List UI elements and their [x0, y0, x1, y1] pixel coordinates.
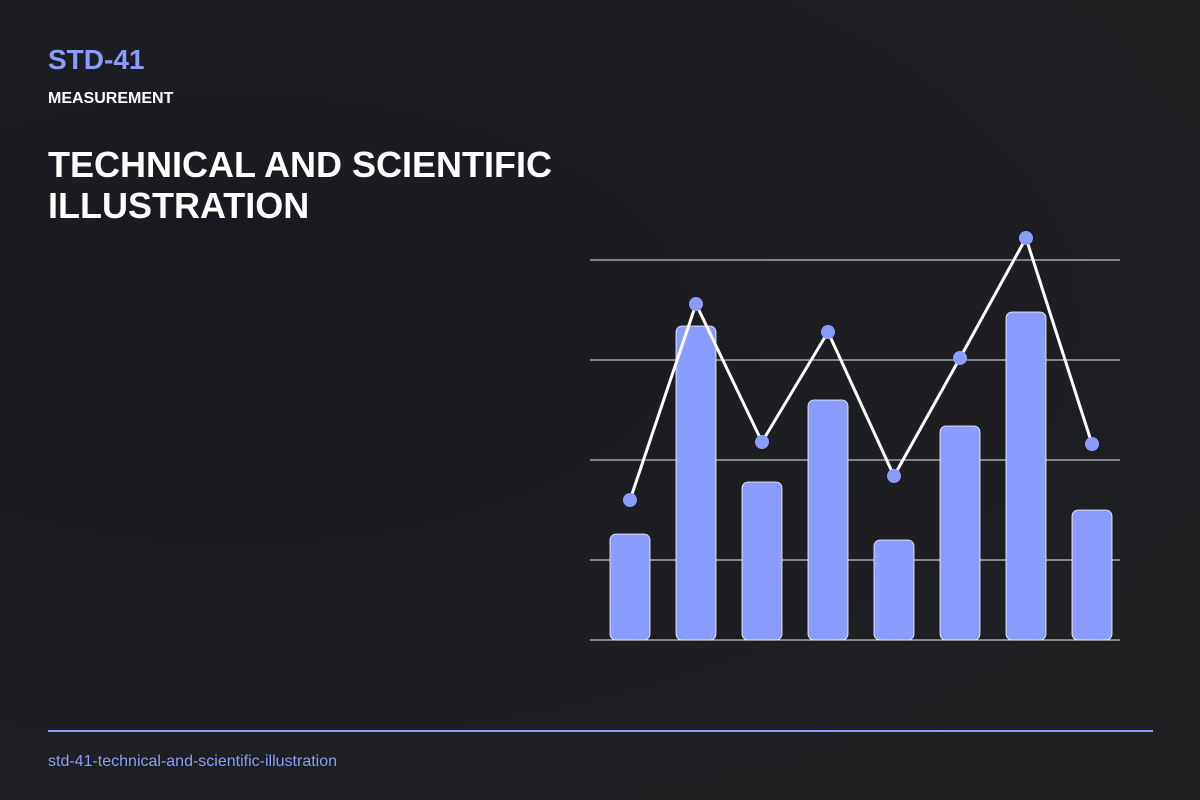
bar [807, 399, 849, 641]
marker [1019, 231, 1033, 245]
marker [689, 297, 703, 311]
marker [887, 469, 901, 483]
bar [1005, 311, 1047, 641]
marker [623, 493, 637, 507]
bar [1071, 509, 1113, 641]
title: TECHNICAL AND SCIENTIFIC ILLUSTRATION [48, 144, 552, 227]
bar [675, 325, 717, 641]
bar [873, 539, 915, 641]
slug: std-41-technical-and-scientific-illustra… [48, 753, 338, 770]
marker [821, 325, 835, 339]
marker [1085, 437, 1099, 451]
bar [741, 481, 783, 641]
line [628, 236, 1094, 501]
marker [755, 435, 769, 449]
marker [953, 351, 967, 365]
code: STD-41 [48, 44, 145, 75]
bar [939, 425, 981, 641]
bar [609, 533, 651, 641]
divider [48, 730, 1153, 732]
category: MEASUREMENT [48, 90, 174, 107]
